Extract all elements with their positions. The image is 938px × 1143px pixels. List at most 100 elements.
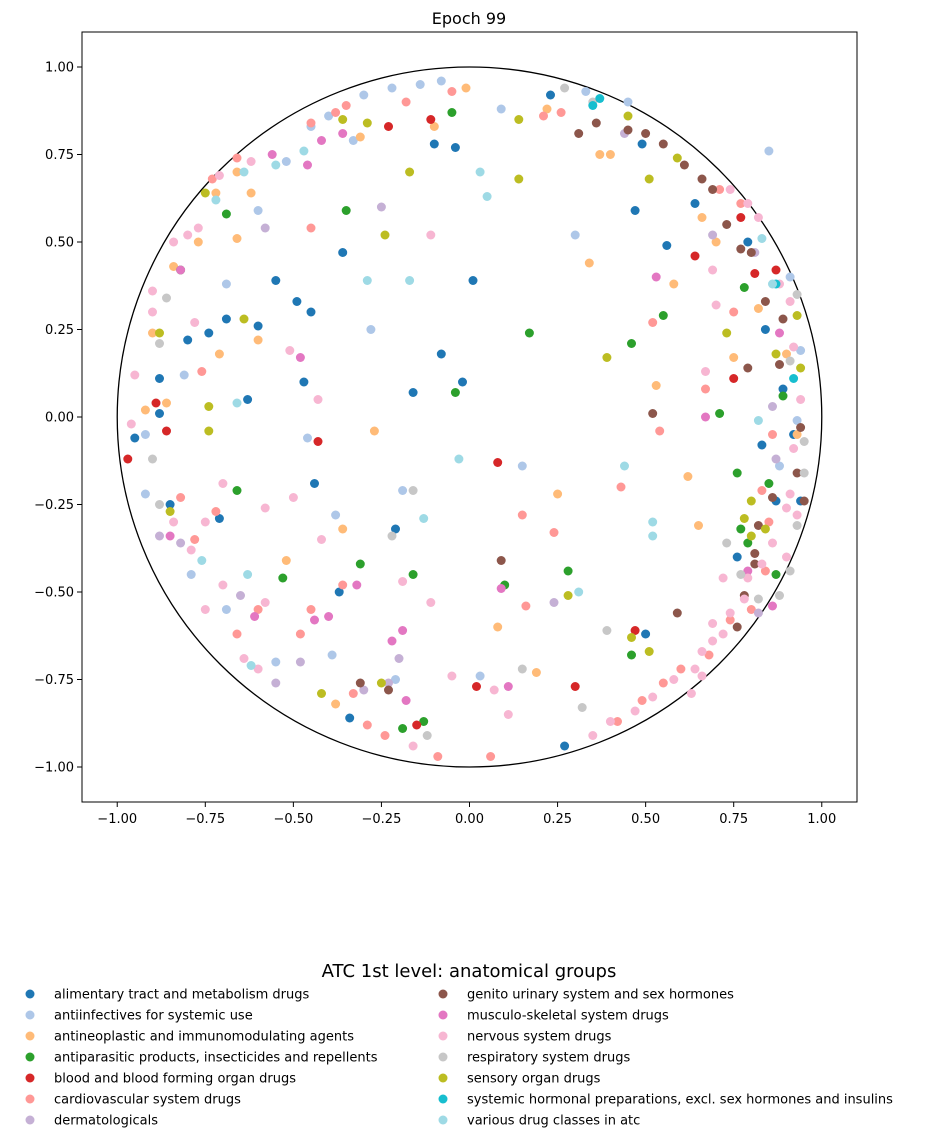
scatter-point [461, 83, 471, 93]
scatter-point [426, 598, 436, 607]
scatter-point [605, 717, 615, 726]
x-axis: −1.00 −0.75 −0.50 −0.25 0.00 0.25 0.50 0.75 1.00 [97, 802, 836, 827]
scatter-point [715, 185, 725, 194]
scatter-point [584, 258, 594, 268]
scatter-point [317, 136, 326, 145]
unit-circle [116, 66, 823, 768]
scatter-point [214, 349, 224, 359]
scatter-point [193, 237, 203, 247]
series-9 [126, 157, 806, 751]
scatter-point [232, 629, 242, 639]
scatter-point [436, 76, 446, 86]
y-axis: 1.00 0.75 0.50 0.25 0.00 −0.25 −0.50 −0.75 −1.00 [34, 61, 82, 776]
scatter-point [771, 570, 781, 579]
scatter-point [162, 426, 171, 436]
scatter-point [782, 503, 791, 513]
scatter-point [690, 251, 700, 261]
scatter-point [496, 584, 506, 593]
y-tick-label: 0.25 [45, 323, 74, 338]
scatter-point [204, 402, 214, 411]
legend-label: respiratory system drugs [467, 1051, 630, 1066]
scatter-point [362, 720, 372, 730]
y-tick-label: 0.75 [45, 148, 74, 163]
scatter-point [303, 433, 312, 443]
scatter-point [211, 507, 221, 516]
scatter-point [475, 671, 485, 681]
scatter-point [376, 202, 386, 212]
scatter-point [419, 514, 429, 523]
scatter-point [697, 671, 707, 681]
scatter-point [648, 531, 658, 541]
y-tick-label: 1.00 [45, 61, 74, 76]
series-1 [140, 76, 806, 684]
scatter-point [401, 97, 411, 107]
scatter-point [260, 503, 270, 513]
scatter-point [725, 608, 735, 618]
scatter-point [419, 717, 429, 726]
scatter-point [200, 517, 210, 527]
scatter-point [623, 125, 633, 135]
scatter-point [148, 286, 157, 296]
x-tick-label: −1.00 [97, 812, 137, 827]
scatter-point [718, 629, 728, 639]
scatter-point [581, 87, 591, 96]
scatter-point [753, 416, 763, 425]
x-tick-label: −0.50 [273, 812, 313, 827]
scatter-point [331, 699, 341, 709]
scatter-point [260, 223, 270, 233]
scatter-point [140, 489, 150, 499]
scatter-point [560, 83, 570, 93]
scatter-point [366, 325, 376, 334]
scatter-point [232, 486, 242, 495]
scatter-point [415, 80, 425, 89]
scatter-point [380, 731, 390, 740]
scatter-point [267, 150, 277, 159]
scatter-point [736, 199, 746, 208]
scatter-point [782, 349, 791, 359]
scatter-point [732, 552, 742, 562]
scatter-point [799, 437, 809, 446]
scatter-point [771, 265, 781, 275]
legend-marker [25, 1052, 35, 1062]
scatter-point [482, 192, 492, 201]
scatter-point [253, 605, 263, 614]
scatter-point [176, 265, 186, 275]
scatter-point [792, 311, 802, 320]
scatter-point [736, 524, 746, 534]
scatter-point [429, 139, 439, 149]
scatter-point [327, 650, 337, 660]
scatter-point [630, 706, 640, 716]
scatter-point [711, 237, 721, 247]
scatter-point [644, 647, 654, 656]
scatter-point [697, 647, 707, 656]
scatter-point [288, 493, 298, 502]
scatter-point [429, 122, 439, 131]
scatter-point [708, 230, 718, 240]
scatter-point [655, 426, 665, 436]
legend-label: alimentary tract and metabolism drugs [54, 988, 310, 1003]
scatter-point [641, 129, 651, 138]
y-tick-label: −0.25 [34, 498, 74, 513]
scatter-point [204, 328, 214, 338]
scatter-point [729, 374, 739, 383]
scatter-point [387, 531, 397, 541]
scatter-point [306, 223, 316, 233]
scatter-point [486, 752, 496, 761]
scatter-point [595, 94, 605, 103]
scatter-point [764, 479, 774, 488]
scatter-point [214, 514, 224, 523]
scatter-point [711, 300, 721, 310]
legend-marker [25, 989, 35, 999]
scatter-point [232, 153, 242, 163]
scatter-point [792, 510, 802, 520]
scatter-point [768, 601, 777, 611]
scatter-point [197, 556, 207, 565]
scatter-point [398, 577, 408, 586]
scatter-point [384, 685, 393, 695]
series-2 [140, 83, 802, 709]
scatter-point [232, 234, 242, 243]
scatter-point [753, 213, 763, 222]
scatter-point [679, 160, 689, 170]
scatter-point [162, 398, 171, 408]
